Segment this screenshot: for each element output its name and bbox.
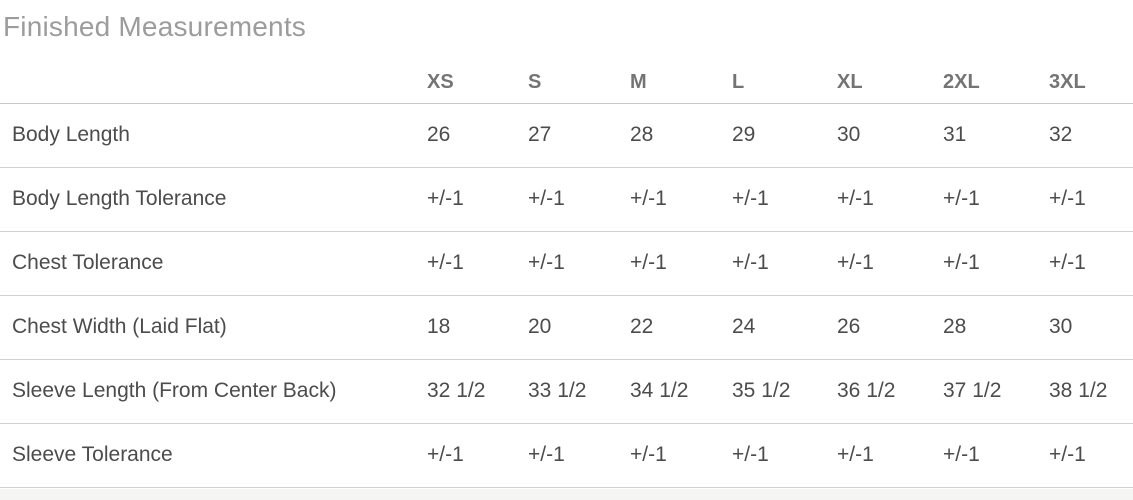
table-row-sleeve-tolerance: Sleeve Tolerance +/-1 +/-1 +/-1 +/-1 +/-… — [0, 423, 1133, 488]
size-header-2xl: 2XL — [941, 41, 1047, 104]
cell: 29 — [730, 103, 835, 168]
cell: +/-1 — [1047, 167, 1133, 232]
cell: 28 — [941, 295, 1047, 360]
cell: 27 — [526, 103, 628, 168]
cell: 35 1/2 — [730, 359, 835, 424]
size-header-xs: XS — [425, 41, 526, 104]
cell: +/-1 — [1047, 423, 1133, 488]
cell: 33 1/2 — [526, 359, 628, 424]
finished-measurements-table: XS S M L XL 2XL 3XL Body Length 26 27 28… — [0, 41, 1133, 488]
row-label: Chest Width (Laid Flat) — [0, 295, 425, 360]
row-label: Body Length — [0, 103, 425, 168]
cell: +/-1 — [941, 231, 1047, 296]
table-row-body-length-tolerance: Body Length Tolerance +/-1 +/-1 +/-1 +/-… — [0, 167, 1133, 232]
cell: +/-1 — [628, 423, 730, 488]
cell: +/-1 — [730, 167, 835, 232]
empty-header-cell — [0, 41, 425, 104]
size-header-s: S — [526, 41, 628, 104]
cell: +/-1 — [835, 231, 941, 296]
table-row-sleeve-length: Sleeve Length (From Center Back) 32 1/2 … — [0, 359, 1133, 424]
cell: 31 — [941, 103, 1047, 168]
cell: 24 — [730, 295, 835, 360]
cell: +/-1 — [941, 423, 1047, 488]
cell: 37 1/2 — [941, 359, 1047, 424]
cell: +/-1 — [628, 167, 730, 232]
cell: 18 — [425, 295, 526, 360]
row-label: Sleeve Tolerance — [0, 423, 425, 488]
cell: 30 — [835, 103, 941, 168]
cell: +/-1 — [526, 167, 628, 232]
cell: +/-1 — [835, 167, 941, 232]
cell: +/-1 — [425, 167, 526, 232]
cell: 30 — [1047, 295, 1133, 360]
table-row-body-length: Body Length 26 27 28 29 30 31 32 — [0, 103, 1133, 168]
row-label: Sleeve Length (From Center Back) — [0, 359, 425, 424]
cell: +/-1 — [425, 423, 526, 488]
bottom-edge-strip — [0, 489, 1133, 500]
cell: +/-1 — [941, 167, 1047, 232]
cell: +/-1 — [1047, 231, 1133, 296]
cell: +/-1 — [526, 231, 628, 296]
cell: 26 — [425, 103, 526, 168]
table-row-chest-tolerance: Chest Tolerance +/-1 +/-1 +/-1 +/-1 +/-1… — [0, 231, 1133, 296]
cell: 20 — [526, 295, 628, 360]
cell: +/-1 — [628, 231, 730, 296]
row-label: Body Length Tolerance — [0, 167, 425, 232]
cell: +/-1 — [835, 423, 941, 488]
cell: +/-1 — [730, 231, 835, 296]
cell: 34 1/2 — [628, 359, 730, 424]
cell: 26 — [835, 295, 941, 360]
cell: 32 1/2 — [425, 359, 526, 424]
table-row-chest-width: Chest Width (Laid Flat) 18 20 22 24 26 2… — [0, 295, 1133, 360]
size-header-row: XS S M L XL 2XL 3XL — [0, 41, 1133, 104]
cell: +/-1 — [425, 231, 526, 296]
section-title: Finished Measurements — [3, 11, 306, 42]
size-header-l: L — [730, 41, 835, 104]
size-header-xl: XL — [835, 41, 941, 104]
cell: +/-1 — [730, 423, 835, 488]
size-header-3xl: 3XL — [1047, 41, 1133, 104]
cell: 28 — [628, 103, 730, 168]
size-header-m: M — [628, 41, 730, 104]
cell: 22 — [628, 295, 730, 360]
cell: 32 — [1047, 103, 1133, 168]
cell: +/-1 — [526, 423, 628, 488]
row-label: Chest Tolerance — [0, 231, 425, 296]
cell: 36 1/2 — [835, 359, 941, 424]
cell: 38 1/2 — [1047, 359, 1133, 424]
